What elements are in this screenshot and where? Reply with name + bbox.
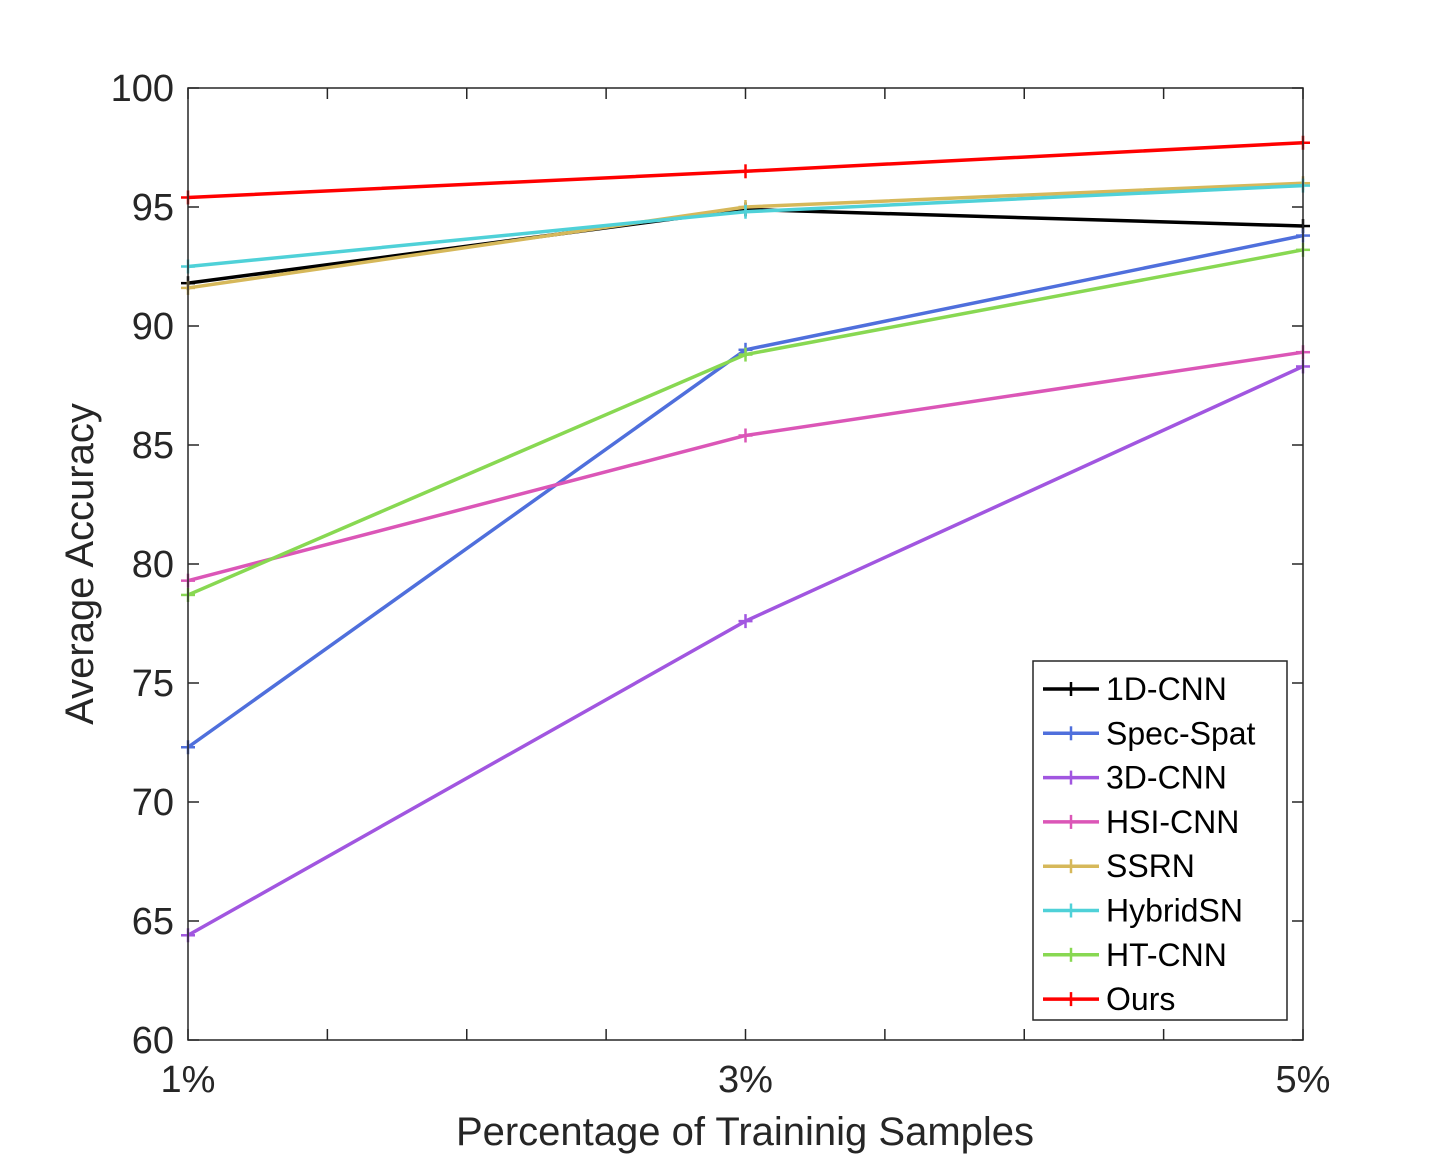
x-tick-label: 5%: [1276, 1059, 1331, 1101]
y-tick-label: 70: [132, 782, 174, 824]
legend-items: 1D-CNN Spec-Spat 3D-CNN HSI-CNN SSRN HybridSN…: [1043, 671, 1256, 1017]
y-tick-label: 60: [132, 1020, 174, 1062]
y-tick-label: 65: [132, 901, 174, 943]
legend: 1D-CNN Spec-Spat 3D-CNN HSI-CNN SSRN HybridSN…: [1032, 660, 1288, 1021]
y-axis-label: Average Accuracy: [58, 403, 102, 725]
x-tick-labels: 1% 3% 5%: [161, 1059, 1331, 1101]
data-series: [181, 135, 1310, 943]
legend-item: Ours: [1043, 981, 1175, 1017]
data-point: [738, 204, 753, 219]
data-point: [738, 164, 753, 179]
legend-label: 3D-CNN: [1106, 760, 1227, 796]
y-tick-label: 85: [132, 425, 174, 467]
legend-item: HybridSN: [1043, 893, 1243, 929]
legend-item: HT-CNN: [1043, 937, 1227, 973]
series-HSI-CNN: [181, 345, 1310, 588]
legend-item: HSI-CNN: [1043, 804, 1239, 840]
y-tick-label: 100: [111, 68, 174, 110]
legend-item: SSRN: [1043, 848, 1195, 884]
data-point: [738, 347, 753, 362]
data-point: [738, 428, 753, 443]
y-tick-label: 75: [132, 663, 174, 705]
y-tick-label: 95: [132, 187, 174, 229]
legend-label: SSRN: [1106, 848, 1195, 884]
legend-item: 3D-CNN: [1043, 760, 1227, 796]
legend-box: [1032, 660, 1288, 1021]
legend-label: HSI-CNN: [1106, 804, 1239, 840]
y-tick-label: 80: [132, 544, 174, 586]
plot-frame: [187, 87, 1304, 1041]
y-tick-label: 90: [132, 306, 174, 348]
legend-label: 1D-CNN: [1106, 671, 1227, 707]
legend-item: Spec-Spat: [1043, 715, 1256, 751]
legend-item: 1D-CNN: [1043, 671, 1227, 707]
x-tick-label: 1%: [161, 1059, 216, 1101]
x-axis-label: Percentage of Traininig Samples: [456, 1110, 1034, 1154]
x-tick-label: 3%: [718, 1059, 773, 1101]
legend-label: Spec-Spat: [1106, 715, 1256, 751]
legend-label: HybridSN: [1106, 893, 1243, 929]
y-tick-labels: 60 65 70 75 80 85 90 95 100: [111, 68, 174, 1062]
legend-label: Ours: [1106, 981, 1175, 1017]
legend-label: HT-CNN: [1106, 937, 1227, 973]
data-point: [738, 614, 753, 629]
